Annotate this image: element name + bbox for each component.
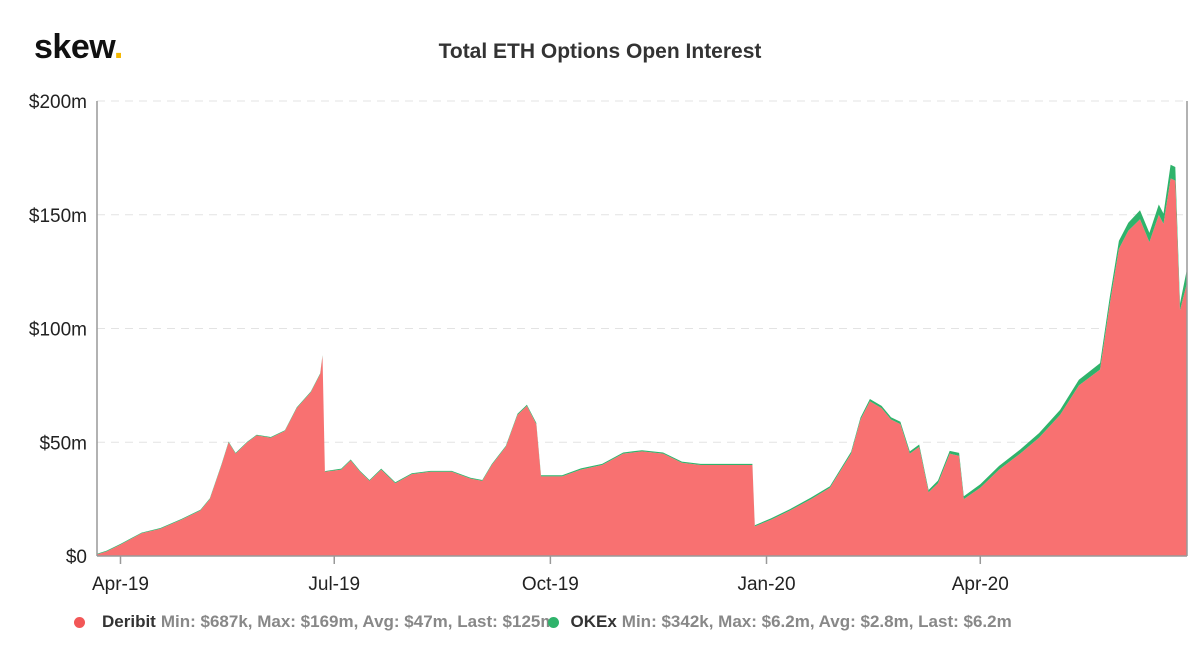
x-tick-label: Oct-19 <box>522 574 579 595</box>
legend-stats-deribit: Min: $687k, Max: $169m, Avg: $47m, Last:… <box>160 612 556 631</box>
x-tick-label: Jul-19 <box>308 574 360 595</box>
chart-title: Total ETH Options Open Interest <box>438 40 762 63</box>
legend: Deribit Min: $687k, Max: $169m, Avg: $47… <box>74 612 1012 632</box>
x-tick-label: Jan-20 <box>737 574 795 595</box>
y-tick-label: $0 <box>66 547 87 568</box>
x-tick-label: Apr-19 <box>92 574 149 595</box>
skew-logo: skew. <box>34 28 123 66</box>
y-tick-label: $50m <box>39 433 87 454</box>
y-tick-label: $150m <box>29 206 87 227</box>
x-tick-label: Apr-20 <box>952 574 1009 595</box>
y-tick-label: $200m <box>29 92 87 113</box>
area-deribit <box>97 178 1187 556</box>
legend-name-deribit[interactable]: Deribit <box>102 612 156 631</box>
legend-name-okex[interactable]: OKEx <box>570 612 617 631</box>
y-tick-label: $100m <box>29 320 87 341</box>
legend-marker-okex <box>547 616 559 628</box>
legend-stats-okex: Min: $342k, Max: $6.2m, Avg: $2.8m, Last… <box>621 612 1012 631</box>
legend-marker-deribit <box>74 616 85 628</box>
